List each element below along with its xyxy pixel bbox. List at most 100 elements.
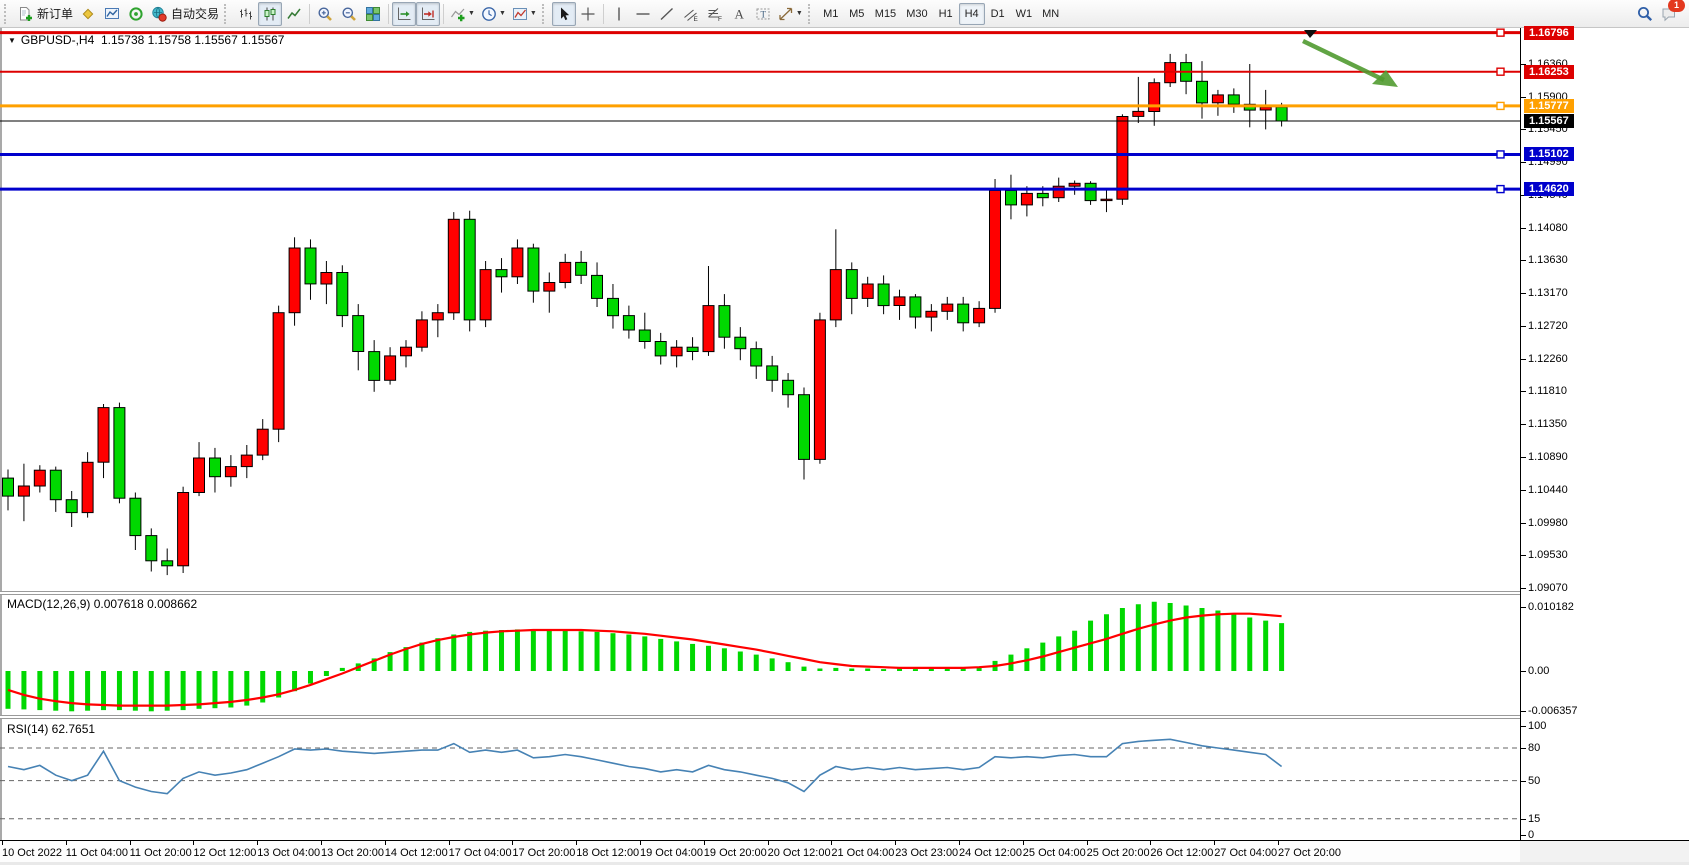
time-tick (1278, 841, 1279, 845)
candle-body (209, 457, 221, 478)
price-tick (1521, 424, 1526, 426)
rsi-panel[interactable] (0, 717, 1520, 840)
price-axis[interactable]: 1.163601.159001.154501.149901.145401.140… (1520, 25, 1689, 841)
signals-button[interactable] (124, 2, 148, 26)
tab-timeframe-m5[interactable]: M5 (849, 7, 865, 20)
time-tick-label: 17 Oct 04:00 (448, 847, 512, 859)
candle-body (734, 336, 747, 350)
time-tick (512, 841, 514, 845)
price-tick (1521, 555, 1526, 556)
candlestick-chart-button[interactable] (258, 1, 283, 26)
cursor-button[interactable] (551, 1, 576, 26)
candle-body (638, 329, 651, 342)
text-label-button[interactable]: T (751, 2, 775, 26)
text-t-icon: T (755, 6, 771, 22)
periods-button[interactable]: ▼ (478, 2, 509, 26)
price-tick (1521, 162, 1526, 164)
tab-timeframe-d1[interactable]: D1 (990, 7, 1005, 20)
toolbar-grip[interactable] (807, 3, 814, 24)
fibonacci-button[interactable]: F (703, 2, 727, 26)
price-label-chip: 1.15567 (1524, 114, 1574, 128)
main-price-chart[interactable] (0, 28, 1520, 591)
auto-scroll-button[interactable] (392, 1, 417, 26)
auto-trading-button[interactable]: 自动交易 (148, 2, 222, 26)
chart-background (0, 28, 1689, 840)
indicators-button[interactable]: ▼ (447, 2, 478, 26)
time-tick-label: 20 Oct 12:00 (767, 847, 831, 859)
line-chart-button[interactable] (282, 2, 306, 26)
clock-icon (481, 6, 497, 22)
search-button[interactable] (1633, 2, 1657, 26)
autoscroll-icon (396, 6, 412, 22)
tab-timeframe-h4[interactable]: H4 (958, 2, 985, 25)
panel-separator[interactable] (0, 715, 1520, 719)
time-axis[interactable]: 10 Oct 2022 11 Oct 04:00 11 Oct 20:00 12 Oc… (0, 840, 1520, 862)
candle-body (463, 218, 476, 321)
crosshair-button[interactable] (576, 2, 600, 26)
candle-body (973, 307, 986, 324)
candle-body (256, 428, 269, 456)
candle-body (1020, 192, 1033, 206)
candle-body (1052, 185, 1065, 199)
chart-ohlc-values: 1.15738 1.15758 1.15567 1.15567 (100, 33, 285, 47)
macd-label: MACD(12,26,9) 0.007618 0.008662 (7, 597, 198, 611)
time-tick-label: 27 Oct 04:00 (1214, 847, 1278, 859)
time-tick-label: 11 Oct 04:00 (65, 847, 128, 859)
tab-timeframe-mn[interactable]: MN (1042, 7, 1060, 20)
toolbar-separator (443, 3, 445, 24)
zoom-out-button[interactable] (337, 2, 361, 26)
candle-body (304, 247, 317, 285)
signal-icon (128, 6, 144, 22)
toolbar-separator (309, 3, 311, 24)
vline-icon (611, 6, 627, 22)
macd-tick-label: 0.010182 (1528, 600, 1574, 613)
time-tick-label: 21 Oct 04:00 (831, 847, 895, 859)
templates-button[interactable]: ▼ (509, 2, 540, 26)
toolbar-grip[interactable] (541, 3, 548, 24)
tab-timeframe-h1[interactable]: H1 (938, 7, 953, 20)
market-watch-button[interactable] (100, 2, 124, 26)
zoom-in-button[interactable] (313, 2, 337, 26)
price-tick (1521, 325, 1526, 327)
panel-separator[interactable] (0, 591, 1520, 595)
candle-body (431, 312, 444, 321)
price-tick (1521, 227, 1526, 229)
candle-body (591, 274, 603, 299)
channel-button[interactable]: E (679, 2, 703, 26)
time-tick (2, 841, 3, 845)
svg-text:T: T (760, 9, 766, 19)
chevron-down-icon[interactable]: ▼ (8, 35, 16, 45)
trendline-button[interactable] (655, 2, 679, 26)
tile-windows-button[interactable] (361, 2, 385, 26)
price-tick-label: 1.13630 (1528, 254, 1568, 267)
profile-button[interactable] (76, 2, 100, 26)
time-tick (65, 841, 67, 845)
chart-shift-button[interactable] (416, 1, 441, 26)
trend-arrow-shaft (1302, 38, 1385, 83)
rsi-line (7, 738, 1283, 795)
line-handle (1496, 101, 1505, 111)
notifications-button[interactable]: 1 (1657, 0, 1685, 26)
horizontal-line-button[interactable] (631, 2, 655, 26)
tab-timeframe-w1[interactable]: W1 (1015, 7, 1033, 20)
macd-panel[interactable] (0, 591, 1520, 717)
vertical-line-button[interactable] (607, 2, 631, 26)
text-button[interactable]: A (727, 2, 751, 26)
candle-body (17, 485, 30, 497)
toolbar-grip[interactable] (224, 3, 230, 24)
tab-timeframe-m15[interactable]: M15 (874, 7, 897, 20)
candle-body (1084, 182, 1097, 202)
tab-timeframe-m1[interactable]: M1 (823, 7, 839, 20)
new-order-button[interactable]: 新订单 (14, 2, 76, 26)
toolbar-grip[interactable] (4, 3, 10, 24)
candle-body (2, 477, 14, 497)
time-tick (321, 841, 322, 845)
candle-body (1275, 106, 1288, 122)
tab-timeframe-m30[interactable]: M30 (906, 7, 928, 20)
indicators-icon (450, 6, 466, 22)
zoom-out-icon (341, 6, 357, 22)
rsi-tick-label: 0 (1528, 829, 1535, 841)
bar-chart-button[interactable] (234, 2, 258, 26)
arrows-button[interactable]: ▼ (775, 2, 806, 26)
candle-body (368, 351, 381, 381)
